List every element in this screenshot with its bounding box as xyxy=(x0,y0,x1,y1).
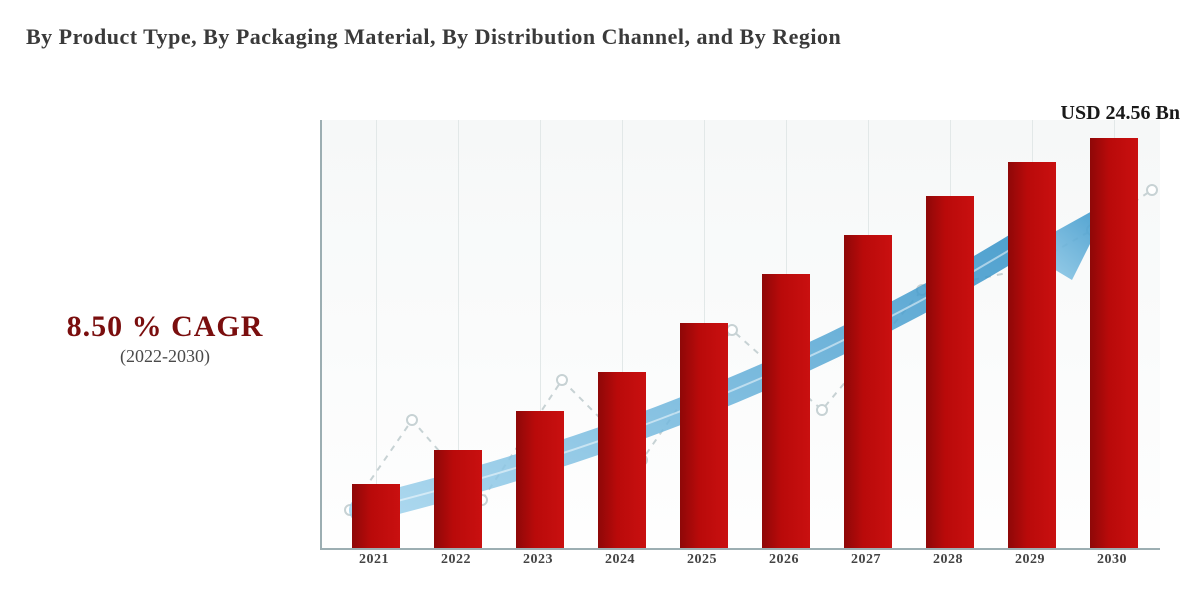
bar xyxy=(1090,138,1138,548)
x-label: 2029 xyxy=(1015,552,1045,568)
bar xyxy=(844,235,892,548)
bar xyxy=(352,484,400,548)
x-label: 2023 xyxy=(523,552,553,568)
bar xyxy=(762,274,810,548)
x-label: 2022 xyxy=(441,552,471,568)
bar xyxy=(680,323,728,548)
x-label: 2021 xyxy=(359,552,389,568)
x-axis-labels: 2021 2022 2023 2024 2025 2026 2027 2028 2029 2030 xyxy=(320,552,1160,572)
chart-area: USD 24.56 Bn 202120222023202420252026202… xyxy=(310,70,1170,570)
plot-area xyxy=(320,120,1160,550)
cagr-value: 8.50 % CAGR xyxy=(50,310,280,344)
cagr-block: 8.50 % CAGR (2022-2030) xyxy=(50,310,280,367)
bar xyxy=(598,372,646,548)
bar xyxy=(434,450,482,548)
bar xyxy=(926,196,974,548)
x-label: 2024 xyxy=(605,552,635,568)
x-label: 2026 xyxy=(769,552,799,568)
bar xyxy=(1008,162,1056,548)
x-label: 2025 xyxy=(687,552,717,568)
chart-subtitle: By Product Type, By Packaging Material, … xyxy=(26,24,841,50)
cagr-period: (2022-2030) xyxy=(50,346,280,367)
bar xyxy=(516,411,564,548)
x-label: 2028 xyxy=(933,552,963,568)
x-label: 2027 xyxy=(851,552,881,568)
x-label: 2030 xyxy=(1097,552,1127,568)
bars-container xyxy=(322,120,1160,548)
